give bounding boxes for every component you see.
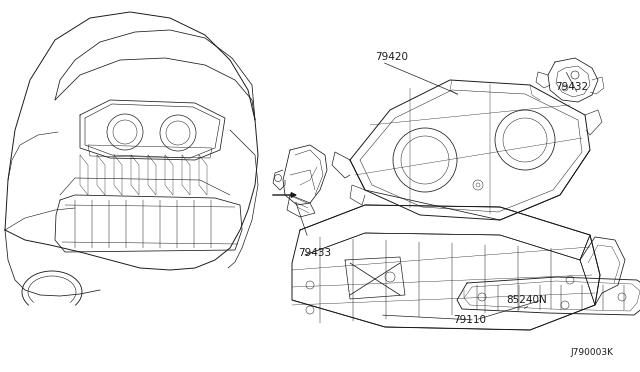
- Text: 79420: 79420: [375, 52, 408, 62]
- Text: J790003K: J790003K: [570, 348, 613, 357]
- Text: 79110: 79110: [453, 315, 486, 325]
- Text: 79432: 79432: [555, 82, 588, 92]
- Text: 85240N: 85240N: [506, 295, 547, 305]
- Text: 79433: 79433: [298, 248, 331, 258]
